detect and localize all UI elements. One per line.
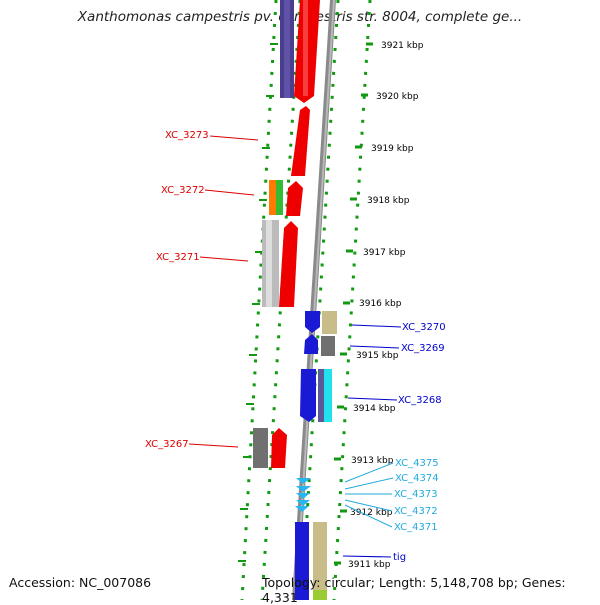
- gene-feature[interactable]: [295, 522, 309, 600]
- gene-feature[interactable]: [286, 181, 303, 216]
- gene-label-xc-3272: XC_3272: [161, 185, 255, 196]
- gene-label-xc-4373: XC_4373: [345, 489, 438, 500]
- gene-feature[interactable]: [271, 428, 287, 468]
- gene-feature[interactable]: [322, 311, 337, 334]
- svg-text:XC_4375: XC_4375: [395, 458, 439, 469]
- gene-feature[interactable]: [304, 334, 318, 354]
- svg-text:3911 kbp: 3911 kbp: [348, 560, 391, 570]
- gene-label-xc-3268: XC_3268: [347, 395, 442, 406]
- svg-text:3918 kbp: 3918 kbp: [367, 196, 410, 206]
- kbp-tick: 3914 kbp: [337, 404, 396, 414]
- right-outer-dotted-line: [332, 0, 372, 600]
- gene-label-xc-4375: XC_4375: [344, 458, 439, 483]
- gene-feature[interactable]: [284, 0, 290, 98]
- kbp-tick: 3921 kbp: [366, 41, 424, 51]
- gene-feature[interactable]: [253, 428, 268, 468]
- svg-text:XC_3267: XC_3267: [145, 439, 189, 450]
- svg-text:3916 kbp: 3916 kbp: [359, 299, 402, 309]
- gene-label-tig: tig: [342, 552, 406, 563]
- right-gene-labels-cyan[interactable]: XC_4375 XC_4374 XC_4373 XC_4372 XC_4371: [344, 458, 439, 533]
- kbp-tick: 3919 kbp: [355, 144, 414, 154]
- left-gene-labels[interactable]: XC_3273 XC_3272 XC_3271 XC_3267: [145, 130, 259, 450]
- gene-feature[interactable]: [291, 106, 310, 176]
- svg-text:3917 kbp: 3917 kbp: [363, 248, 406, 258]
- gene-feature[interactable]: [266, 220, 272, 307]
- topology-label: Topology: circular; Length: 5,148,708 bp…: [262, 575, 566, 605]
- svg-text:XC_3271: XC_3271: [156, 252, 200, 263]
- kbp-tick: 3920 kbp: [361, 92, 419, 102]
- trna-features[interactable]: [295, 478, 311, 512]
- gene-label-xc-4371: XC_4371: [344, 504, 438, 533]
- gene-label-xc-4374: XC_4374: [344, 473, 439, 490]
- svg-text:3920 kbp: 3920 kbp: [376, 92, 419, 102]
- svg-text:XC_4372: XC_4372: [394, 506, 438, 517]
- gene-feature[interactable]: [305, 311, 320, 333]
- gene-feature[interactable]: [318, 369, 324, 422]
- svg-text:XC_3270: XC_3270: [402, 322, 446, 333]
- gene-label-xc-3270: XC_3270: [351, 322, 446, 333]
- gene-feature[interactable]: [321, 336, 335, 356]
- svg-text:XC_3269: XC_3269: [401, 343, 445, 354]
- kbp-ticks: 3921 kbp 3920 kbp 3919 kbp 3918 kbp 3917…: [334, 41, 424, 570]
- kbp-tick: 3913 kbp: [334, 456, 394, 466]
- kbp-tick: 3915 kbp: [340, 351, 399, 361]
- gene-label-xc-3267: XC_3267: [145, 439, 239, 450]
- left-outer-dotted-line: [240, 0, 278, 600]
- svg-text:XC_3273: XC_3273: [165, 130, 209, 141]
- svg-text:XC_4374: XC_4374: [395, 473, 439, 484]
- gene-feature[interactable]: [300, 369, 316, 422]
- kbp-tick: 3916 kbp: [343, 299, 402, 309]
- svg-text:3915 kbp: 3915 kbp: [356, 351, 399, 361]
- left-minor-ticks: [238, 43, 278, 562]
- gene-feature[interactable]: [324, 369, 332, 422]
- gene-feature[interactable]: [313, 522, 327, 600]
- svg-text:XC_4371: XC_4371: [394, 522, 438, 533]
- svg-text:3914 kbp: 3914 kbp: [353, 404, 396, 414]
- svg-text:XC_4373: XC_4373: [394, 489, 438, 500]
- gene-feature[interactable]: [313, 590, 327, 600]
- gene-label-xc-3273: XC_3273: [165, 130, 259, 141]
- kbp-tick: 3917 kbp: [346, 248, 406, 258]
- svg-text:tig: tig: [393, 552, 406, 563]
- svg-text:3921 kbp: 3921 kbp: [381, 41, 424, 51]
- svg-text:XC_3272: XC_3272: [161, 185, 205, 196]
- svg-text:3912 kbp: 3912 kbp: [350, 508, 393, 518]
- kbp-tick: 3918 kbp: [350, 196, 410, 206]
- gene-feature[interactable]: [303, 0, 308, 96]
- genome-backbone-highlight: [295, 0, 335, 600]
- gene-feature[interactable]: [276, 180, 283, 215]
- svg-text:3919 kbp: 3919 kbp: [371, 144, 414, 154]
- svg-text:3913 kbp: 3913 kbp: [351, 456, 394, 466]
- accession-label: Accession: NC_007086: [9, 575, 152, 590]
- gene-feature[interactable]: [279, 221, 298, 307]
- kbp-tick: 3912 kbp: [340, 508, 393, 518]
- gene-label-xc-4372: XC_4372: [344, 499, 438, 517]
- gene-feature[interactable]: [269, 180, 276, 215]
- gene-label-xc-3269: XC_3269: [349, 343, 445, 354]
- right-inner-dotted-line: [300, 0, 340, 600]
- kbp-tick: 3911 kbp: [334, 560, 391, 570]
- gene-label-xc-3271: XC_3271: [156, 252, 249, 263]
- svg-text:XC_3268: XC_3268: [398, 395, 442, 406]
- right-gene-labels-blue[interactable]: XC_3270 XC_3269 XC_3268 tig: [342, 322, 446, 563]
